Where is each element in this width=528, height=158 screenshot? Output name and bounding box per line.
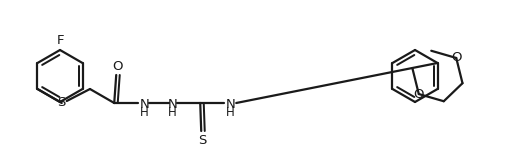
Text: S: S [198,134,206,146]
Text: O: O [112,60,122,73]
Text: N: N [225,97,235,110]
Text: O: O [413,88,424,100]
Text: N: N [139,97,149,110]
Text: N: N [167,97,177,110]
Text: O: O [451,52,461,64]
Text: H: H [226,106,234,118]
Text: S: S [58,97,66,109]
Text: H: H [168,106,176,118]
Text: F: F [56,34,64,48]
Text: H: H [140,106,148,118]
